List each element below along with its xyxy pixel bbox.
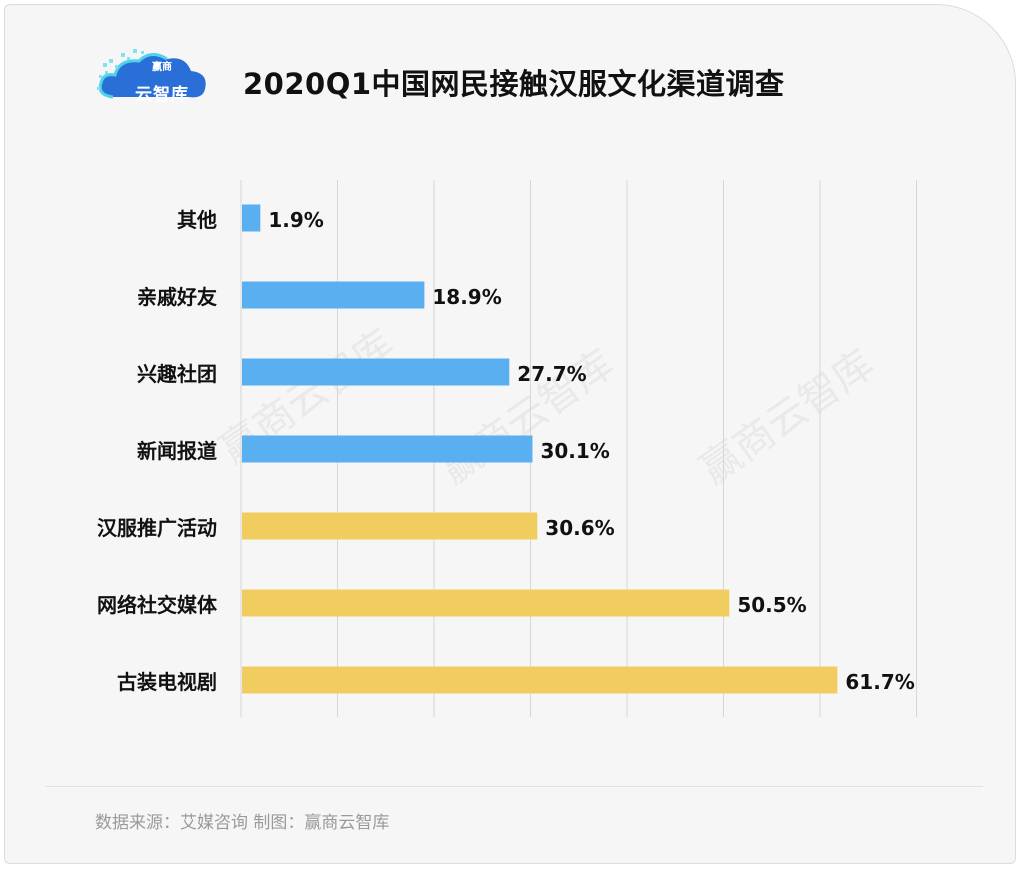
bar <box>242 666 838 694</box>
value-label: 1.9% <box>268 208 323 232</box>
category-label: 网络社交媒体 <box>97 593 218 617</box>
category-label: 汉服推广活动 <box>97 516 217 540</box>
category-label: 古装电视剧 <box>117 670 217 694</box>
category-label: 新闻报道 <box>137 439 217 463</box>
value-label: 18.9% <box>432 285 501 309</box>
bar <box>242 358 510 386</box>
brand-logo <box>97 49 206 99</box>
bar <box>242 435 533 463</box>
value-label: 27.7% <box>517 362 586 386</box>
chart-title: 2020Q1中国网民接触汉服文化渠道调查 <box>243 67 785 101</box>
footer-divider <box>45 786 983 787</box>
category-label: 其他 <box>177 208 217 232</box>
category-label: 亲戚好友 <box>137 285 217 309</box>
value-label: 30.1% <box>540 439 609 463</box>
source-note: 数据来源：艾媒咨询 制图：赢商云智库 <box>95 813 390 833</box>
value-label: 50.5% <box>737 593 806 617</box>
chart-card: 赢商 云智库 2020Q1中国网民接触汉服文化渠道调查 赢商云智库 赢商云智库 … <box>4 4 1016 864</box>
bar <box>242 512 538 540</box>
value-label: 30.6% <box>545 516 614 540</box>
bar-chart: 其他 1.9% 亲戚好友 18.9% 兴趣社团 27.7% 新闻报道 30.1% 汉服推广活动 3… <box>97 180 917 717</box>
logo-brand-main: 云智库 <box>135 85 189 105</box>
value-label: 61.7% <box>845 670 914 694</box>
bar <box>242 204 261 232</box>
logo-brand-small: 赢商 <box>152 62 172 73</box>
bar <box>242 589 730 617</box>
category-label: 兴趣社团 <box>137 362 217 386</box>
bar <box>242 281 425 309</box>
